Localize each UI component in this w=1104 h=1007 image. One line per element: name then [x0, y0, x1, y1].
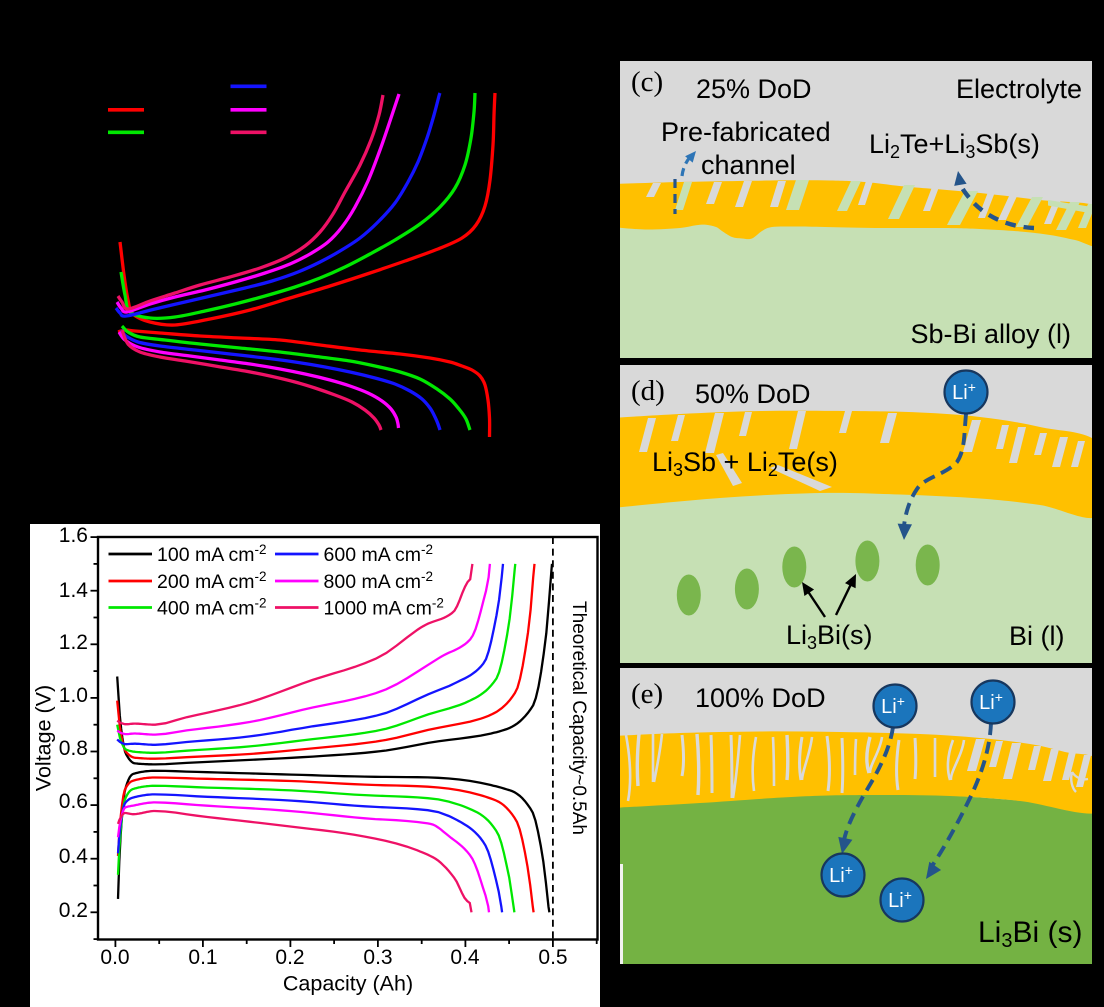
- svg-text:600 mA cm-2: 600 mA cm-2: [324, 542, 434, 566]
- svg-text:400 mA cm-2: 400 mA cm-2: [157, 596, 267, 620]
- svg-text:800 mA cm-2: 800 mA cm-2: [324, 569, 434, 593]
- svg-text:200 mA cm-2: 200 mA cm-2: [157, 569, 267, 593]
- svg-text:100 mA cm-2: 100 mA cm-2: [157, 542, 267, 566]
- svg-text:1000 mA cm-2: 1000 mA cm-2: [324, 596, 444, 620]
